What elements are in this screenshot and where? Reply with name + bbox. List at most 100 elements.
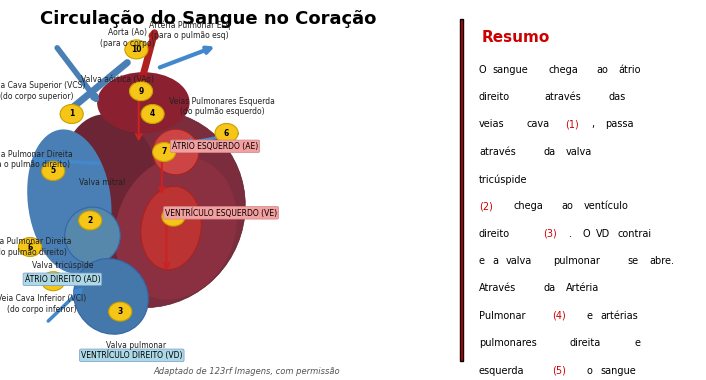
Text: 7: 7 bbox=[162, 147, 167, 157]
Text: das: das bbox=[609, 92, 626, 102]
Text: Veia Cava Inferior (VCI)
(do corpo inferior): Veia Cava Inferior (VCI) (do corpo infer… bbox=[0, 294, 86, 314]
Text: Artéria Pulmonar Esq
(para o pulmão esq): Artéria Pulmonar Esq (para o pulmão esq) bbox=[149, 21, 230, 40]
Text: direita: direita bbox=[570, 338, 601, 348]
Text: (1): (1) bbox=[566, 119, 579, 129]
Circle shape bbox=[18, 238, 42, 256]
Text: 2: 2 bbox=[88, 216, 92, 225]
Text: .: . bbox=[569, 229, 573, 239]
Text: Valva pulmonar: Valva pulmonar bbox=[107, 341, 167, 350]
Text: tricúspide: tricúspide bbox=[479, 174, 527, 185]
Text: através: através bbox=[479, 147, 515, 157]
Text: O: O bbox=[479, 65, 486, 74]
Text: a: a bbox=[492, 256, 498, 266]
Text: Artéria: Artéria bbox=[566, 283, 599, 293]
Text: Artéria Pulmonar Direita
(para o pulmão direito): Artéria Pulmonar Direita (para o pulmão … bbox=[0, 150, 72, 169]
Text: o: o bbox=[587, 366, 593, 375]
Circle shape bbox=[42, 162, 65, 180]
Text: Veias Pulmonares Esquerda
(do pulmão esquerdo): Veias Pulmonares Esquerda (do pulmão esq… bbox=[169, 97, 275, 116]
Text: Adaptado de 123rf Imagens, com permissão: Adaptado de 123rf Imagens, com permissão bbox=[154, 367, 340, 376]
Circle shape bbox=[78, 211, 102, 230]
Text: passa: passa bbox=[604, 119, 633, 129]
Text: e: e bbox=[587, 311, 593, 321]
Text: VENTRÍCULO DIREITO (VD): VENTRÍCULO DIREITO (VD) bbox=[81, 350, 183, 360]
Text: direito: direito bbox=[479, 229, 510, 239]
Text: direito: direito bbox=[479, 92, 510, 102]
Text: 4: 4 bbox=[150, 109, 155, 119]
Text: e: e bbox=[479, 256, 485, 266]
Text: O: O bbox=[582, 229, 590, 239]
Text: Valva mitral: Valva mitral bbox=[78, 178, 125, 187]
Text: 1: 1 bbox=[51, 277, 56, 286]
Text: esquerda: esquerda bbox=[479, 366, 525, 375]
FancyArrowPatch shape bbox=[57, 48, 96, 99]
Text: pulmonares: pulmonares bbox=[479, 338, 537, 348]
Text: chega: chega bbox=[549, 65, 578, 74]
Text: sangue: sangue bbox=[492, 65, 528, 74]
Text: através: através bbox=[544, 92, 581, 102]
Text: Através: Através bbox=[479, 283, 516, 293]
Ellipse shape bbox=[152, 129, 199, 175]
Circle shape bbox=[60, 105, 83, 124]
FancyArrowPatch shape bbox=[64, 63, 127, 115]
Text: ao: ao bbox=[561, 201, 573, 211]
Circle shape bbox=[129, 82, 152, 101]
Circle shape bbox=[125, 40, 148, 59]
Text: 6: 6 bbox=[28, 242, 32, 252]
Circle shape bbox=[141, 105, 164, 124]
Text: 5: 5 bbox=[51, 166, 56, 176]
Text: abre.: abre. bbox=[649, 256, 674, 266]
Ellipse shape bbox=[65, 207, 120, 264]
Circle shape bbox=[162, 207, 185, 226]
Text: 10: 10 bbox=[131, 45, 142, 54]
Text: 6: 6 bbox=[224, 128, 229, 138]
Text: VENTRÍCULO ESQUERDO (VE): VENTRÍCULO ESQUERDO (VE) bbox=[165, 208, 277, 217]
Text: 9: 9 bbox=[138, 87, 143, 96]
Text: e: e bbox=[635, 338, 641, 348]
Text: VD: VD bbox=[596, 229, 610, 239]
Text: valva: valva bbox=[505, 256, 532, 266]
Text: da: da bbox=[544, 283, 556, 293]
Text: ÁTRIO DIREITO (AD): ÁTRIO DIREITO (AD) bbox=[25, 274, 100, 284]
Ellipse shape bbox=[114, 157, 237, 299]
Text: (5): (5) bbox=[552, 366, 566, 375]
Text: sangue: sangue bbox=[600, 366, 636, 375]
Text: Veia Cava Superior (VCS)
(do corpo superior): Veia Cava Superior (VCS) (do corpo super… bbox=[0, 81, 85, 101]
Text: valva: valva bbox=[566, 147, 592, 157]
FancyArrowPatch shape bbox=[140, 33, 155, 89]
Text: chega: chega bbox=[514, 201, 544, 211]
Text: (4): (4) bbox=[552, 311, 566, 321]
Text: 8: 8 bbox=[171, 212, 176, 221]
Ellipse shape bbox=[28, 130, 112, 273]
Ellipse shape bbox=[60, 114, 162, 266]
Text: ao: ao bbox=[597, 65, 609, 74]
Text: átrio: átrio bbox=[618, 65, 641, 74]
Text: Valva aórtica (VAo): Valva aórtica (VAo) bbox=[81, 75, 155, 84]
Text: artérias: artérias bbox=[600, 311, 638, 321]
Text: Aorta (Ao)
(para o corpo): Aorta (Ao) (para o corpo) bbox=[100, 28, 155, 48]
Text: (3): (3) bbox=[544, 229, 557, 239]
Text: contrai: contrai bbox=[618, 229, 652, 239]
Text: Circulação do Sangue no Coração: Circulação do Sangue no Coração bbox=[40, 10, 376, 27]
Text: da: da bbox=[544, 147, 556, 157]
Ellipse shape bbox=[73, 259, 148, 334]
Text: 3: 3 bbox=[118, 307, 123, 316]
Circle shape bbox=[42, 272, 65, 291]
Text: veias: veias bbox=[479, 119, 505, 129]
Ellipse shape bbox=[97, 72, 190, 133]
Text: Resumo: Resumo bbox=[481, 30, 549, 45]
Text: ,: , bbox=[592, 119, 594, 129]
Text: Valva tricúspide: Valva tricúspide bbox=[32, 261, 93, 271]
Circle shape bbox=[215, 124, 238, 142]
Ellipse shape bbox=[51, 110, 245, 308]
Text: Pulmonar: Pulmonar bbox=[479, 311, 525, 321]
Text: ventículo: ventículo bbox=[584, 201, 628, 211]
Text: pulmonar: pulmonar bbox=[554, 256, 600, 266]
Text: cava: cava bbox=[527, 119, 550, 129]
Text: ÁTRIO ESQUERDO (AE): ÁTRIO ESQUERDO (AE) bbox=[172, 142, 258, 151]
Text: se: se bbox=[627, 256, 638, 266]
Circle shape bbox=[152, 142, 176, 162]
Text: (2): (2) bbox=[479, 201, 493, 211]
Text: Veia Pulmonar Direita
(do pulmão direito): Veia Pulmonar Direita (do pulmão direito… bbox=[0, 237, 72, 257]
Text: 1: 1 bbox=[69, 109, 74, 119]
Ellipse shape bbox=[140, 186, 201, 270]
